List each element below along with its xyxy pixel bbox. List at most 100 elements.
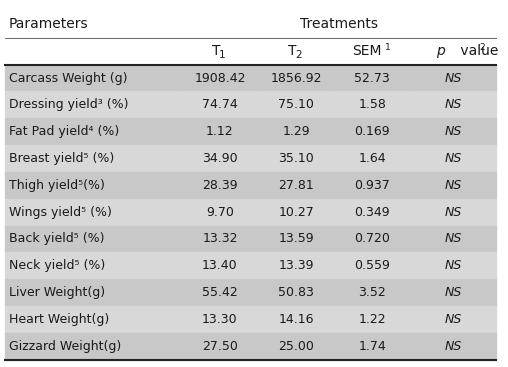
Bar: [410, 11, 496, 38]
Text: 10.27: 10.27: [278, 206, 314, 219]
Bar: [410, 91, 496, 118]
Bar: [258, 65, 334, 91]
Bar: [258, 38, 334, 65]
Bar: [182, 38, 258, 65]
Text: 1.22: 1.22: [359, 313, 386, 326]
Text: 0.937: 0.937: [355, 179, 390, 192]
Text: Parameters: Parameters: [9, 17, 89, 32]
Text: 52.73: 52.73: [355, 72, 390, 84]
Text: 27.81: 27.81: [278, 179, 314, 192]
Text: 1.12: 1.12: [206, 125, 234, 138]
Text: 1.58: 1.58: [358, 98, 386, 111]
Bar: [410, 65, 496, 91]
Bar: [5, 118, 182, 145]
Text: NS: NS: [444, 206, 462, 219]
Bar: [5, 199, 182, 226]
Text: Liver Weight(g): Liver Weight(g): [9, 286, 105, 299]
Bar: [182, 226, 258, 252]
Bar: [334, 118, 410, 145]
Text: 1856.92: 1856.92: [270, 72, 322, 84]
Text: NS: NS: [444, 72, 462, 84]
Text: Breast yield⁵ (%): Breast yield⁵ (%): [9, 152, 114, 165]
Bar: [334, 145, 410, 172]
Text: NS: NS: [444, 152, 462, 165]
Text: Back yield⁵ (%): Back yield⁵ (%): [9, 232, 105, 246]
Bar: [334, 38, 410, 65]
Bar: [5, 333, 182, 360]
Bar: [182, 199, 258, 226]
Text: 9.70: 9.70: [206, 206, 234, 219]
Text: 13.32: 13.32: [202, 232, 238, 246]
Text: 74.74: 74.74: [202, 98, 238, 111]
Bar: [182, 279, 258, 306]
Text: NS: NS: [444, 179, 462, 192]
Bar: [258, 172, 334, 199]
Text: 1: 1: [386, 43, 391, 52]
Bar: [5, 252, 182, 279]
Text: T: T: [288, 44, 296, 58]
Text: 2: 2: [480, 43, 485, 52]
Bar: [258, 252, 334, 279]
Text: 0.559: 0.559: [355, 259, 390, 272]
Text: 34.90: 34.90: [202, 152, 238, 165]
Text: 1.74: 1.74: [359, 340, 386, 353]
Bar: [258, 11, 334, 38]
Bar: [5, 145, 182, 172]
Bar: [410, 252, 496, 279]
Text: 13.59: 13.59: [278, 232, 314, 246]
Bar: [182, 145, 258, 172]
Bar: [182, 333, 258, 360]
Text: NS: NS: [444, 340, 462, 353]
Text: NS: NS: [444, 232, 462, 246]
Text: NS: NS: [444, 125, 462, 138]
Bar: [5, 91, 182, 118]
Text: 0.169: 0.169: [355, 125, 390, 138]
Text: Gizzard Weight(g): Gizzard Weight(g): [9, 340, 121, 353]
Bar: [410, 226, 496, 252]
Bar: [258, 145, 334, 172]
Text: 27.50: 27.50: [202, 340, 238, 353]
Text: 1.29: 1.29: [282, 125, 310, 138]
Bar: [410, 38, 496, 65]
Bar: [182, 11, 258, 38]
Text: Dressing yield³ (%): Dressing yield³ (%): [9, 98, 129, 111]
Bar: [5, 38, 182, 65]
Text: 1.64: 1.64: [359, 152, 386, 165]
Text: 55.42: 55.42: [202, 286, 238, 299]
Text: 13.40: 13.40: [202, 259, 238, 272]
Bar: [334, 279, 410, 306]
Bar: [334, 306, 410, 333]
Bar: [410, 145, 496, 172]
Text: NS: NS: [444, 313, 462, 326]
Bar: [410, 118, 496, 145]
Text: Wings yield⁵ (%): Wings yield⁵ (%): [9, 206, 112, 219]
Text: value: value: [456, 44, 498, 58]
Bar: [334, 226, 410, 252]
Bar: [258, 306, 334, 333]
Bar: [5, 279, 182, 306]
Text: 13.30: 13.30: [202, 313, 238, 326]
Text: Neck yield⁵ (%): Neck yield⁵ (%): [9, 259, 105, 272]
Text: 1908.42: 1908.42: [194, 72, 246, 84]
Bar: [410, 172, 496, 199]
Bar: [258, 279, 334, 306]
Bar: [182, 252, 258, 279]
Bar: [334, 172, 410, 199]
Text: 50.83: 50.83: [278, 286, 314, 299]
Text: 1: 1: [219, 50, 226, 59]
Text: Treatments: Treatments: [300, 17, 378, 32]
Text: Heart Weight(g): Heart Weight(g): [9, 313, 109, 326]
Bar: [258, 199, 334, 226]
Text: NS: NS: [444, 259, 462, 272]
Text: SEM: SEM: [353, 44, 382, 58]
Bar: [334, 11, 410, 38]
Bar: [410, 306, 496, 333]
Bar: [5, 172, 182, 199]
Bar: [5, 65, 182, 91]
Bar: [182, 306, 258, 333]
Text: 13.39: 13.39: [278, 259, 314, 272]
Text: 35.10: 35.10: [278, 152, 314, 165]
Text: 75.10: 75.10: [278, 98, 314, 111]
Bar: [410, 199, 496, 226]
Text: Carcass Weight (g): Carcass Weight (g): [9, 72, 128, 84]
